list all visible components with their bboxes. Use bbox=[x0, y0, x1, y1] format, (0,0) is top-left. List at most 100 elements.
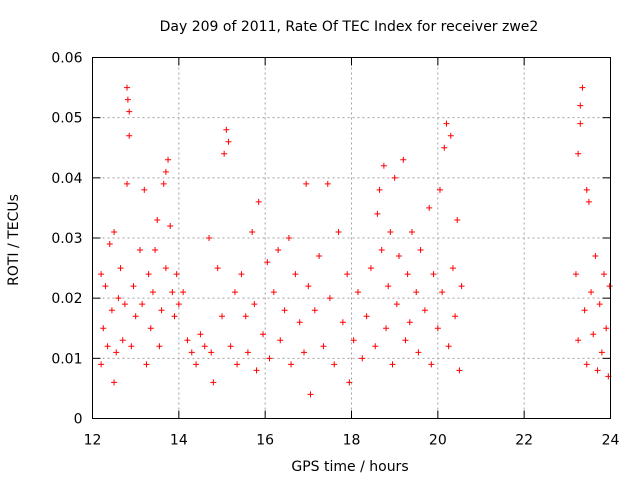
data-point bbox=[165, 156, 172, 163]
data-point bbox=[188, 349, 195, 356]
data-point bbox=[121, 301, 128, 308]
data-point bbox=[324, 180, 331, 187]
data-point bbox=[436, 186, 443, 193]
data-point bbox=[354, 289, 361, 296]
chart-title: Day 209 of 2011, Rate Of TEC Index for r… bbox=[160, 19, 539, 35]
data-point bbox=[124, 96, 131, 103]
y-tick-label: 0.04 bbox=[51, 171, 82, 187]
data-point bbox=[581, 307, 588, 314]
x-tick-label: 20 bbox=[429, 433, 447, 449]
y-tick-label: 0.02 bbox=[51, 291, 82, 307]
data-point bbox=[374, 210, 381, 217]
data-point bbox=[408, 228, 415, 235]
y-tick-label: 0.01 bbox=[51, 351, 82, 367]
data-point bbox=[126, 132, 133, 139]
data-point bbox=[124, 180, 131, 187]
data-point bbox=[238, 271, 245, 278]
data-point bbox=[162, 168, 169, 175]
data-point bbox=[253, 367, 260, 374]
data-point bbox=[115, 295, 122, 302]
data-point bbox=[145, 271, 152, 278]
data-point bbox=[402, 337, 409, 344]
data-point bbox=[225, 138, 232, 145]
data-point bbox=[449, 265, 456, 272]
data-point bbox=[277, 337, 284, 344]
data-point bbox=[111, 228, 118, 235]
data-point bbox=[143, 361, 150, 368]
data-point bbox=[288, 361, 295, 368]
data-point bbox=[326, 295, 333, 302]
data-point bbox=[585, 198, 592, 205]
data-point bbox=[439, 289, 446, 296]
data-point bbox=[575, 337, 582, 344]
data-point bbox=[292, 271, 299, 278]
data-point bbox=[98, 271, 105, 278]
data-point bbox=[359, 355, 366, 362]
data-point bbox=[260, 331, 267, 338]
data-point bbox=[128, 343, 135, 350]
data-point bbox=[583, 186, 590, 193]
data-point bbox=[572, 271, 579, 278]
data-point bbox=[350, 337, 357, 344]
data-point bbox=[100, 325, 107, 332]
data-point bbox=[251, 301, 258, 308]
data-point bbox=[281, 307, 288, 314]
data-points bbox=[98, 84, 613, 398]
data-point bbox=[391, 174, 398, 181]
data-point bbox=[154, 216, 161, 223]
data-point bbox=[169, 289, 176, 296]
data-point bbox=[385, 283, 392, 290]
data-point bbox=[601, 271, 608, 278]
data-point bbox=[167, 222, 174, 229]
data-point bbox=[119, 337, 126, 344]
data-point bbox=[363, 313, 370, 320]
data-point bbox=[588, 289, 595, 296]
data-point bbox=[579, 84, 586, 91]
data-point bbox=[210, 379, 217, 386]
y-tick-label: 0 bbox=[74, 412, 83, 428]
data-point bbox=[305, 283, 312, 290]
data-point bbox=[104, 343, 111, 350]
data-point bbox=[124, 84, 131, 91]
data-point bbox=[221, 150, 228, 157]
data-point bbox=[108, 307, 115, 314]
data-point bbox=[447, 132, 454, 139]
y-tick-labels: 0 0.01 0.02 0.03 0.04 0.05 0.06 bbox=[51, 51, 82, 428]
data-point bbox=[242, 313, 249, 320]
data-point bbox=[193, 361, 200, 368]
grid-lines bbox=[92, 57, 611, 419]
data-point bbox=[175, 301, 182, 308]
data-point bbox=[106, 241, 113, 248]
data-point bbox=[266, 355, 273, 362]
data-point bbox=[456, 367, 463, 374]
x-tick-label: 24 bbox=[602, 433, 620, 449]
data-point bbox=[208, 349, 215, 356]
data-point bbox=[400, 156, 407, 163]
data-point bbox=[320, 343, 327, 350]
data-point bbox=[383, 325, 390, 332]
data-point bbox=[219, 313, 225, 320]
data-point bbox=[454, 216, 461, 223]
data-point bbox=[156, 343, 163, 350]
data-point bbox=[406, 319, 413, 326]
data-point bbox=[152, 247, 159, 254]
data-point bbox=[389, 361, 396, 368]
data-point bbox=[452, 313, 459, 320]
data-point bbox=[180, 289, 187, 296]
data-point bbox=[231, 289, 238, 296]
data-point bbox=[594, 367, 601, 374]
x-tick-label: 14 bbox=[170, 433, 188, 449]
y-axis-label: ROTI / TECUs bbox=[6, 194, 22, 286]
data-point bbox=[98, 361, 105, 368]
data-point bbox=[428, 361, 435, 368]
data-point bbox=[372, 343, 379, 350]
data-point bbox=[417, 247, 424, 254]
data-point bbox=[346, 379, 353, 386]
x-tick-label: 16 bbox=[256, 433, 274, 449]
data-point bbox=[577, 102, 584, 109]
data-point bbox=[139, 301, 146, 308]
data-point bbox=[132, 313, 139, 320]
x-tick-label: 22 bbox=[515, 433, 533, 449]
data-point bbox=[160, 180, 167, 187]
